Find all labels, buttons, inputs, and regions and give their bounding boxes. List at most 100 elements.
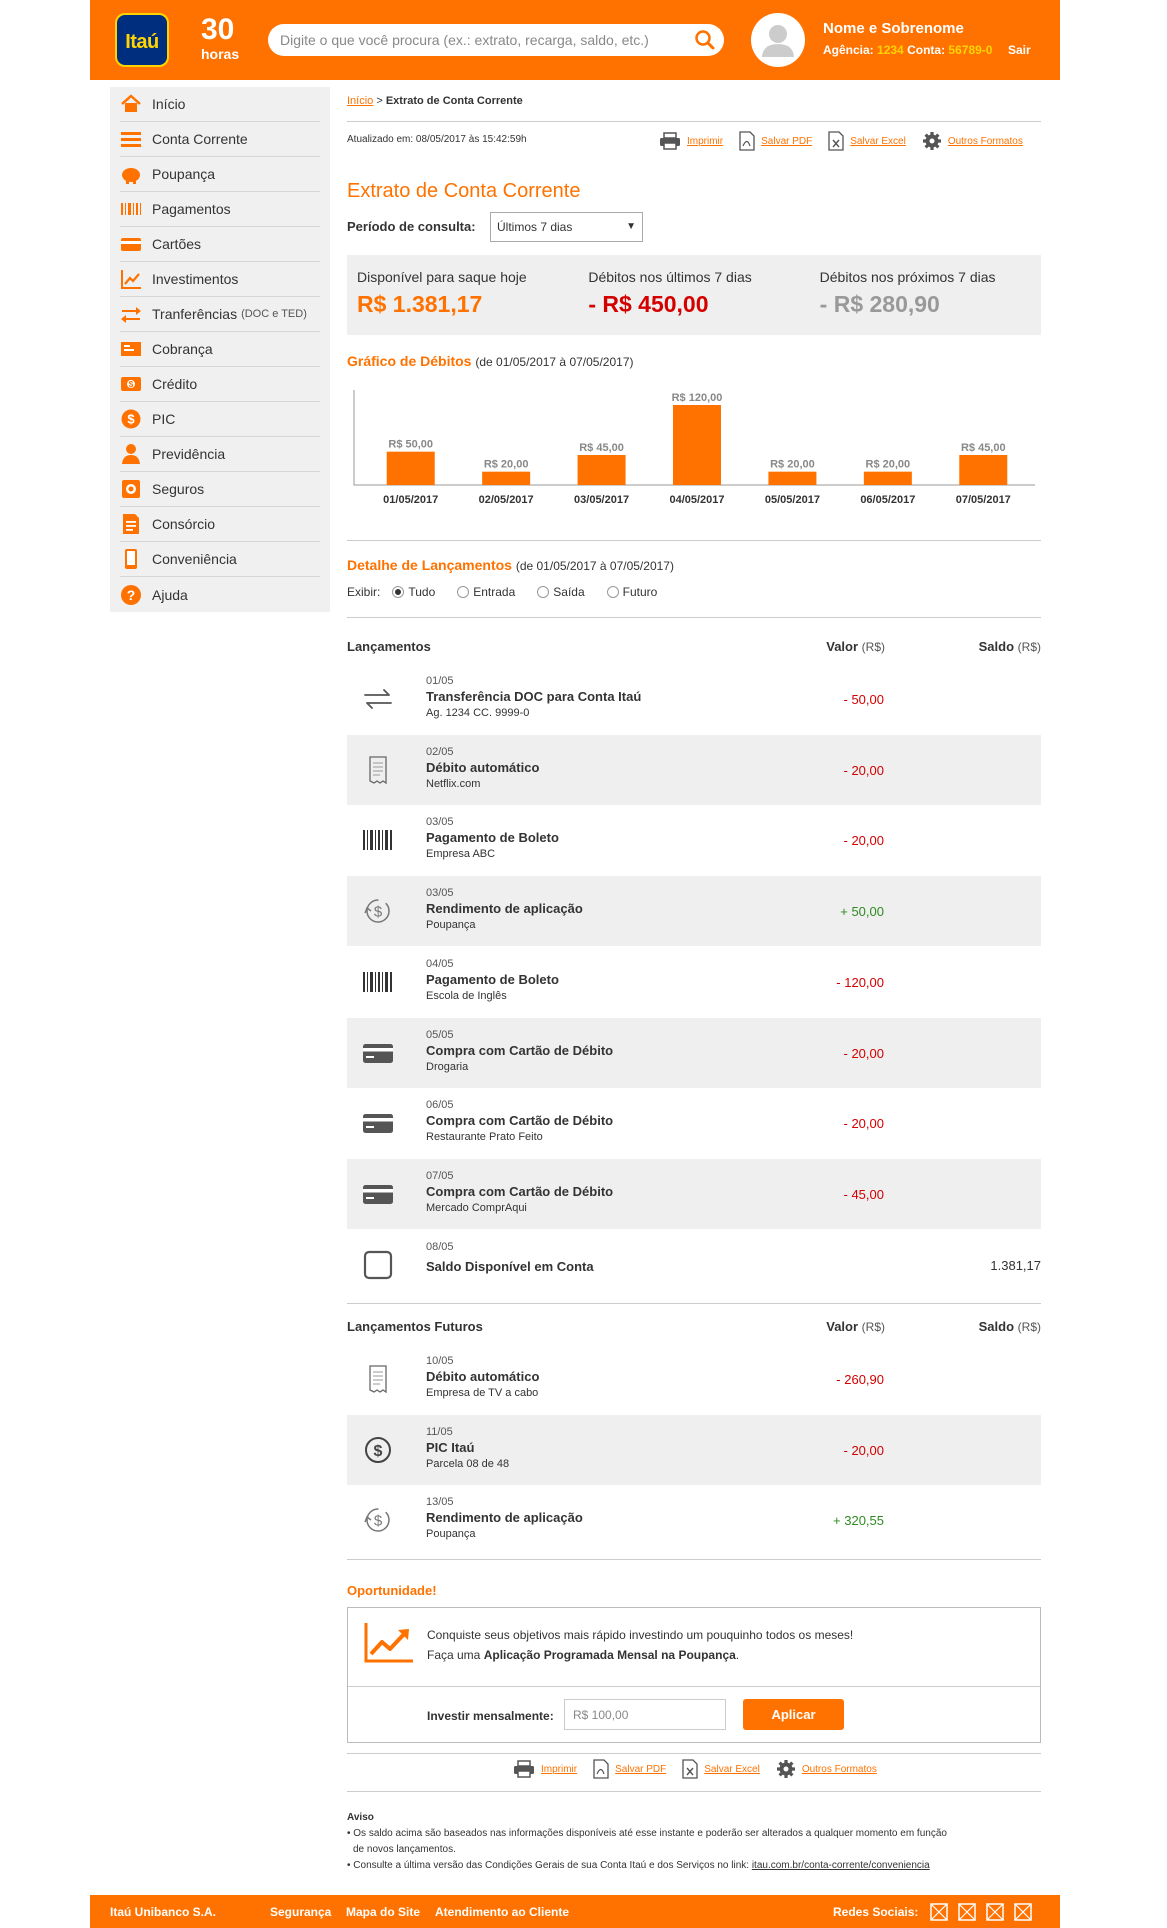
sidebar-item-label: Pagamentos [152,201,231,217]
summary-value: R$ 1.381,17 [357,291,483,317]
notice-line-2: • Consulte a última versão das Condições… [347,1858,1041,1874]
chart-data-label: R$ 20,00 [484,459,529,471]
transaction-date: 04/05 [426,957,454,970]
transaction-row[interactable]: $13/05 Rendimento de aplicação Poupança + 3… [347,1485,1041,1555]
transaction-row[interactable]: 10/05 Débito automático Empresa de TV a ca… [347,1344,1041,1414]
save-pdf-button[interactable]: Salvar PDF [593,1759,666,1779]
transaction-sub: Empresa ABC [426,848,496,861]
pdf-icon [739,131,755,151]
chart-bar[interactable] [673,405,721,485]
breadcrumb-home[interactable]: Início [347,95,374,107]
divider [347,1303,1041,1304]
divider [348,1686,1040,1687]
sidebar-item-conveniencia[interactable]: Conveniência [120,542,320,577]
footer-link-mapa[interactable]: Mapa do Site [346,1905,421,1919]
transaction-row[interactable]: 06/05 Compra com Cartão de Débito Restaura… [347,1088,1041,1158]
other-formats-button[interactable]: Outros Formatos [776,1759,877,1779]
chart-bar[interactable] [577,455,626,485]
print-button[interactable]: Imprimir [513,1760,577,1778]
footer-company: Itaú Unibanco S.A. [110,1905,217,1919]
transaction-row[interactable]: 08/05 Saldo Disponível em Conta 1.381,17 [347,1230,1041,1300]
avatar[interactable] [751,13,805,67]
sidebar-item-conta-corrente[interactable]: Conta Corrente [120,122,320,157]
filter-radio-saida[interactable]: Saída [537,585,585,599]
transaction-row[interactable]: $03/05 Rendimento de aplicação Poupança + 5… [347,876,1041,947]
transaction-row[interactable]: 02/05 Débito automático Netflix.com - 20,00 [347,734,1041,805]
barcode-icon [121,203,141,215]
svg-text:?: ? [127,587,136,603]
printer-icon [514,1760,534,1778]
search-input[interactable] [280,24,680,56]
footer: Itaú Unibanco S.A. Segurança Mapa do Sit… [90,1895,1060,1928]
filter-radio-tudo[interactable]: Tudo [392,585,435,599]
chart-bar[interactable] [959,455,1008,485]
chart-data-label: R$ 20,00 [866,459,911,471]
transaction-sub: Poupança [426,919,476,932]
radio-button[interactable] [537,586,550,598]
sidebar-item-label: Crédito [152,376,198,392]
other-formats-button[interactable]: Outros Formatos [922,131,1023,151]
transaction-value: - 120,00 [836,974,884,990]
footer-link-seguranca[interactable]: Segurança [270,1905,332,1919]
sidebar-item-pagamentos[interactable]: Pagamentos [120,192,320,227]
save-pdf-button[interactable]: Salvar PDF [739,131,812,151]
social-icon[interactable] [958,1903,976,1921]
transaction-row[interactable]: 01/05 Transferência DOC para Conta Itaú Ag… [347,664,1041,734]
divider [347,617,1041,618]
search-icon[interactable] [694,29,716,51]
chart-bar[interactable] [768,471,817,485]
radio-button[interactable] [606,586,619,598]
sidebar-item-inicio[interactable]: Início [120,87,320,122]
sidebar-item-cartoes[interactable]: Cartões [120,227,320,262]
conveniencia-link[interactable]: itau.com.br/conta-corrente/conveniencia [751,1860,930,1871]
filter-radio-entrada[interactable]: Entrada [457,585,515,599]
summary-item: Débitos nos próximos 7 dias - R$ 280,90 [810,255,1041,335]
chart-bar[interactable] [482,471,531,485]
filter-radio-futuro[interactable]: Futuro [606,585,657,599]
sidebar-item-cobranca[interactable]: Cobrança [120,332,320,367]
transaction-sub: Drogaria [426,1060,469,1073]
transaction-title: Pagamento de Boleto [426,971,559,987]
transaction-row[interactable]: 03/05 Pagamento de Boleto Empresa ABC - 20,… [347,805,1041,875]
chart-x-tick: 01/05/2017 [383,494,438,506]
summary-item: Disponível para saque hoje R$ 1.381,17 [347,255,578,335]
save-excel-button[interactable]: Salvar Excel [828,131,906,151]
invest-amount-input[interactable] [564,1699,726,1730]
divider [347,1559,1041,1560]
logout-link[interactable]: Sair [1008,43,1031,57]
period-select[interactable]: Últimos 7 dias ▼ [490,212,643,242]
print-button[interactable]: Imprimir [659,132,723,150]
excel-icon [828,131,844,151]
sidebar-item-investimentos[interactable]: Investimentos [120,262,320,297]
transaction-row[interactable]: $11/05 PIC Itaú Parcela 08 de 48 - 20,00 [347,1414,1041,1485]
itau-logo[interactable]: Itaú [115,13,169,67]
chart-bar[interactable] [386,451,435,485]
radio-button[interactable] [392,586,405,598]
transaction-row[interactable]: 05/05 Compra com Cartão de Débito Drogaria… [347,1017,1041,1088]
sidebar-item-pic[interactable]: $ PIC [120,402,320,437]
logo-text: Itaú [125,31,159,53]
social-icon[interactable] [1014,1903,1032,1921]
social-icon[interactable] [986,1903,1004,1921]
sidebar-item-tranferencias[interactable]: Tranferências (DOC e TED) [120,297,320,332]
toolbar-bottom: Imprimir Salvar PDF Salvar Excel Outros … [497,1759,877,1779]
col-futuros: Lançamentos Futuros [347,1319,483,1334]
chart-bar[interactable] [863,471,912,485]
save-excel-button[interactable]: Salvar Excel [682,1759,760,1779]
transaction-row[interactable]: 07/05 Compra com Cartão de Débito Mercado … [347,1158,1041,1229]
sidebar-item-poupanca[interactable]: Poupança [120,157,320,192]
radio-button[interactable] [457,586,470,598]
sidebar-item-previdencia[interactable]: Previdência [120,437,320,472]
notice-title: Aviso [347,1812,374,1823]
social-icon[interactable] [930,1903,948,1921]
sidebar-item-consorcio[interactable]: Consórcio [120,507,320,542]
card-icon [121,238,141,251]
sidebar-item-ajuda[interactable]: ? Ajuda [120,577,320,612]
transaction-row[interactable]: 04/05 Pagamento de Boleto Escola de Inglês… [347,947,1041,1017]
transaction-title: Compra com Cartão de Débito [426,1042,614,1058]
breadcrumb-current: Extrato de Conta Corrente [385,95,523,107]
apply-button[interactable]: Aplicar [743,1699,844,1730]
sidebar-item-seguros[interactable]: Seguros [120,472,320,507]
sidebar-item-credito[interactable]: $ Crédito [120,367,320,402]
footer-link-atendimento[interactable]: Atendimento ao Cliente [435,1905,570,1919]
